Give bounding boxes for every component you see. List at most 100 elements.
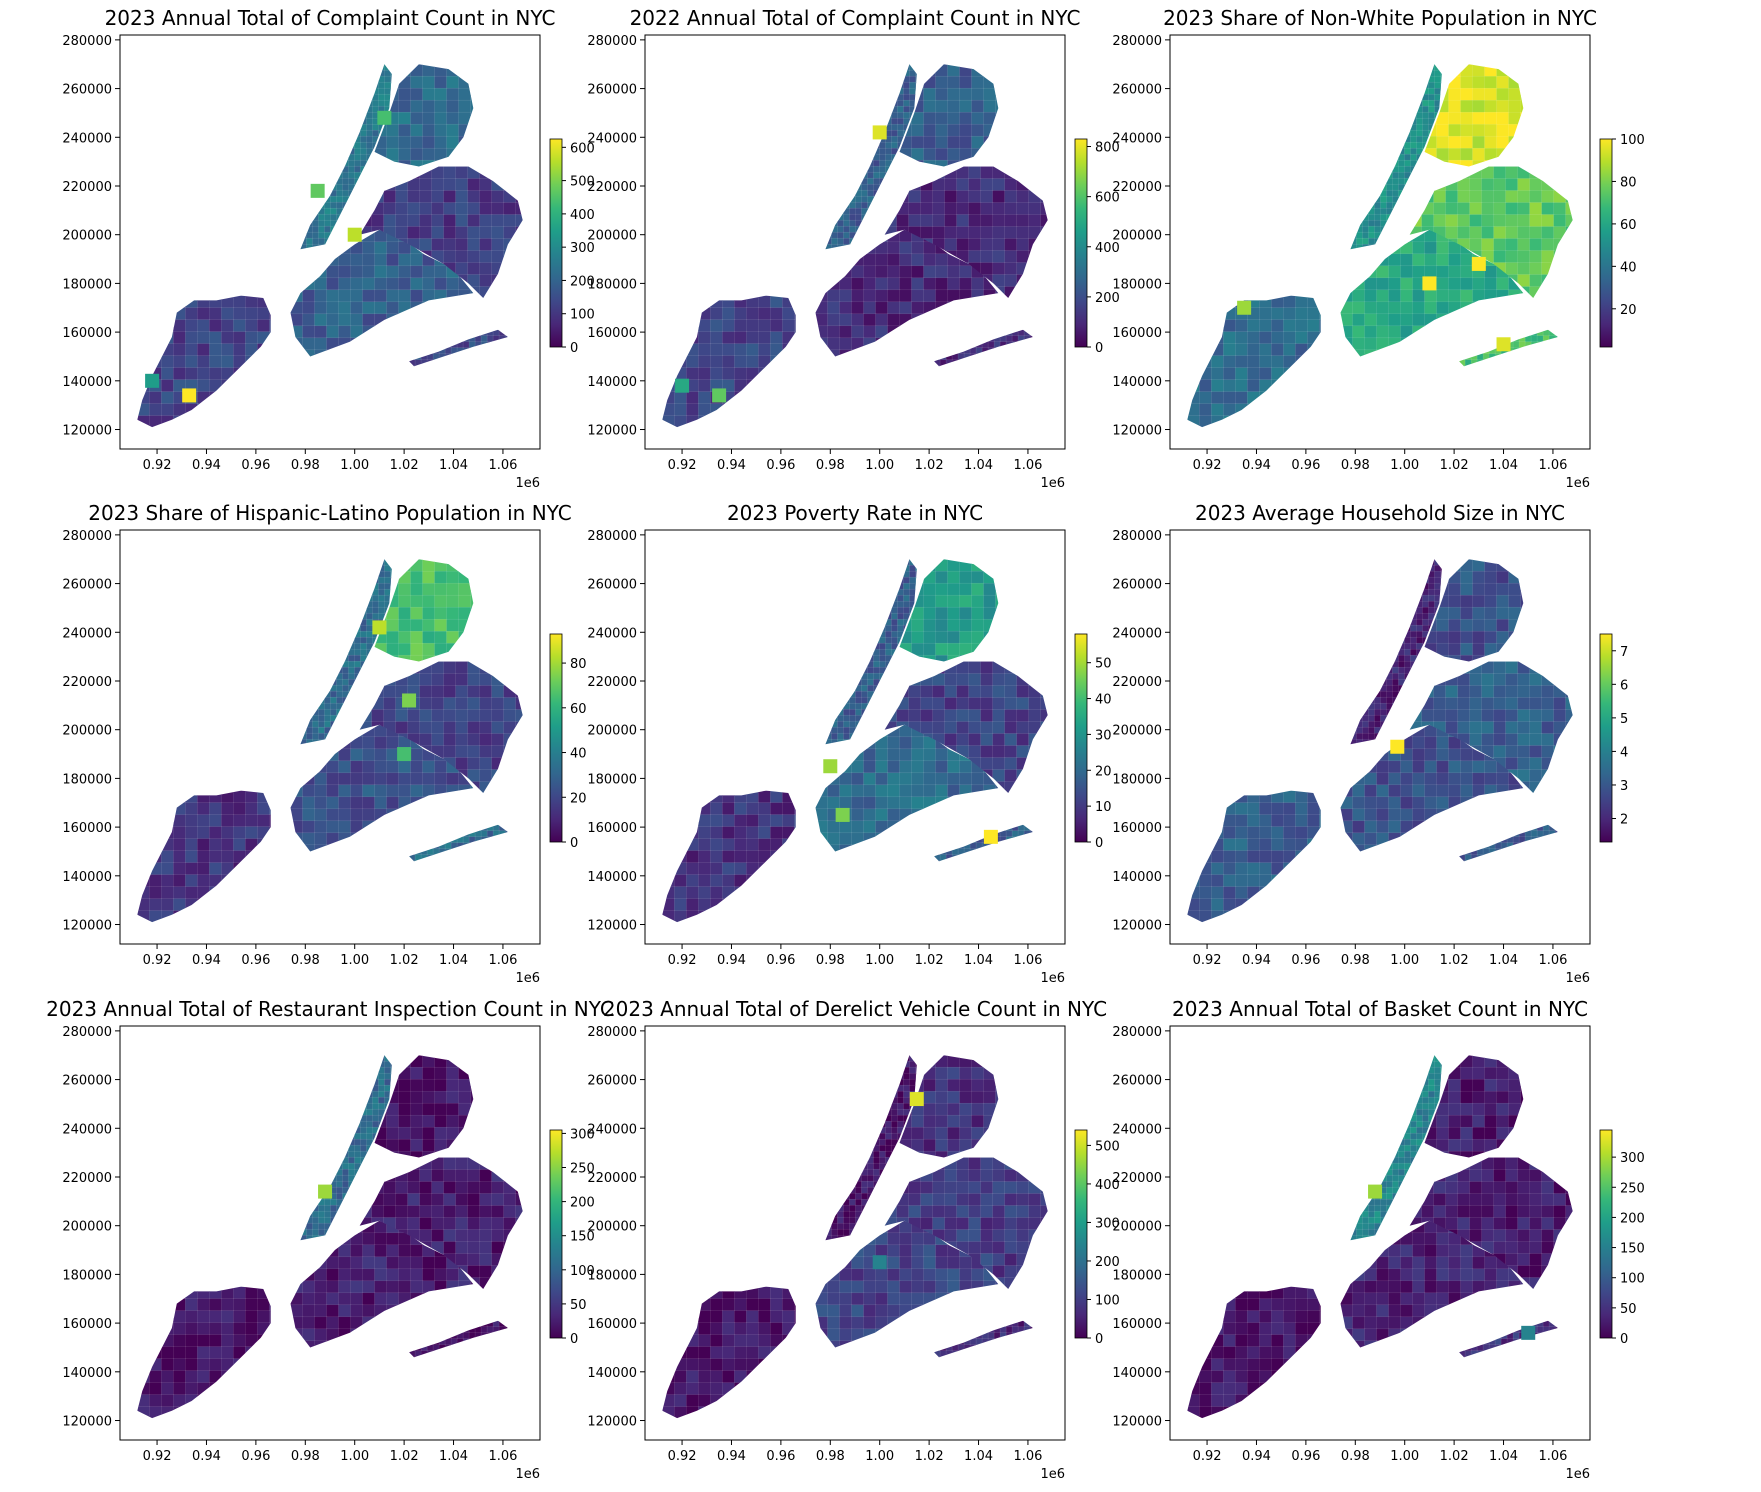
tract	[855, 201, 863, 210]
tract	[300, 654, 308, 663]
tract	[326, 325, 340, 339]
tract	[1464, 329, 1472, 337]
tract	[330, 135, 338, 144]
tract	[1459, 335, 1466, 343]
tract	[1350, 165, 1358, 174]
tract	[300, 117, 308, 126]
tract	[1307, 307, 1321, 321]
tract	[348, 111, 356, 120]
tract	[1517, 238, 1531, 252]
tract	[1481, 166, 1495, 180]
tract	[1004, 262, 1018, 276]
tract	[1481, 178, 1495, 192]
tract	[1400, 289, 1414, 303]
tract	[354, 612, 362, 621]
tract	[1380, 141, 1388, 150]
tract	[1392, 207, 1400, 216]
tract	[336, 75, 344, 84]
tract	[336, 123, 344, 132]
tract	[342, 588, 350, 597]
tract	[971, 87, 985, 102]
tract	[758, 295, 772, 309]
tract	[873, 153, 881, 162]
tract	[1352, 325, 1366, 339]
tract	[426, 365, 434, 367]
tract	[409, 341, 416, 349]
tract	[831, 165, 839, 174]
tract	[837, 111, 845, 120]
tract	[1356, 219, 1364, 228]
tract	[409, 365, 416, 367]
tract	[1271, 391, 1285, 405]
tract	[314, 844, 328, 852]
tract	[434, 808, 448, 822]
tract	[686, 355, 700, 369]
tract	[885, 81, 893, 90]
tract	[470, 630, 474, 645]
tract	[300, 660, 308, 669]
tract	[1374, 75, 1382, 84]
tract	[1386, 225, 1394, 234]
tract	[1016, 250, 1030, 264]
tract	[470, 582, 474, 597]
tract	[1400, 277, 1414, 291]
tract	[302, 844, 316, 852]
tract	[981, 365, 989, 367]
tract	[209, 379, 223, 393]
tract	[770, 367, 784, 381]
tract	[336, 147, 344, 156]
tract	[887, 325, 901, 339]
tract	[1524, 335, 1532, 343]
tract	[324, 684, 332, 693]
tract	[318, 678, 326, 687]
tract	[398, 808, 412, 822]
tract	[1356, 135, 1364, 144]
tract	[354, 678, 362, 687]
tract	[983, 349, 997, 357]
tract	[698, 331, 712, 345]
tract	[410, 301, 424, 315]
tract	[896, 166, 910, 180]
tract	[1376, 289, 1390, 303]
tract	[698, 874, 712, 888]
tract	[1211, 403, 1225, 417]
tract	[1374, 87, 1382, 96]
tract	[386, 630, 400, 645]
tract	[995, 87, 999, 102]
tract	[1398, 207, 1406, 216]
tract	[975, 353, 983, 361]
tract	[458, 123, 472, 138]
tract	[515, 757, 523, 771]
tract	[969, 329, 977, 337]
tract	[318, 660, 326, 669]
tract	[446, 75, 460, 90]
tract	[324, 559, 332, 567]
tract	[674, 355, 688, 369]
tract	[330, 201, 338, 210]
tract	[827, 325, 841, 339]
tract	[992, 166, 1006, 180]
tract	[686, 367, 700, 381]
tract	[498, 347, 506, 355]
tract	[491, 214, 505, 228]
tract	[1542, 341, 1550, 349]
tract	[875, 313, 889, 327]
tract	[336, 183, 344, 192]
tract	[492, 347, 500, 355]
x-tick-label: 1.06	[1538, 458, 1567, 473]
tract	[1380, 81, 1388, 90]
tract	[782, 874, 796, 888]
tract	[855, 237, 863, 246]
tract	[467, 721, 481, 735]
tract	[245, 391, 259, 405]
tract	[318, 630, 326, 639]
tract	[137, 814, 151, 828]
tract	[312, 594, 320, 603]
tract	[462, 347, 470, 355]
tract	[867, 105, 875, 114]
tract	[455, 661, 469, 675]
tract	[318, 564, 326, 573]
tract	[300, 672, 308, 681]
tract	[290, 349, 304, 357]
tract	[843, 231, 851, 240]
